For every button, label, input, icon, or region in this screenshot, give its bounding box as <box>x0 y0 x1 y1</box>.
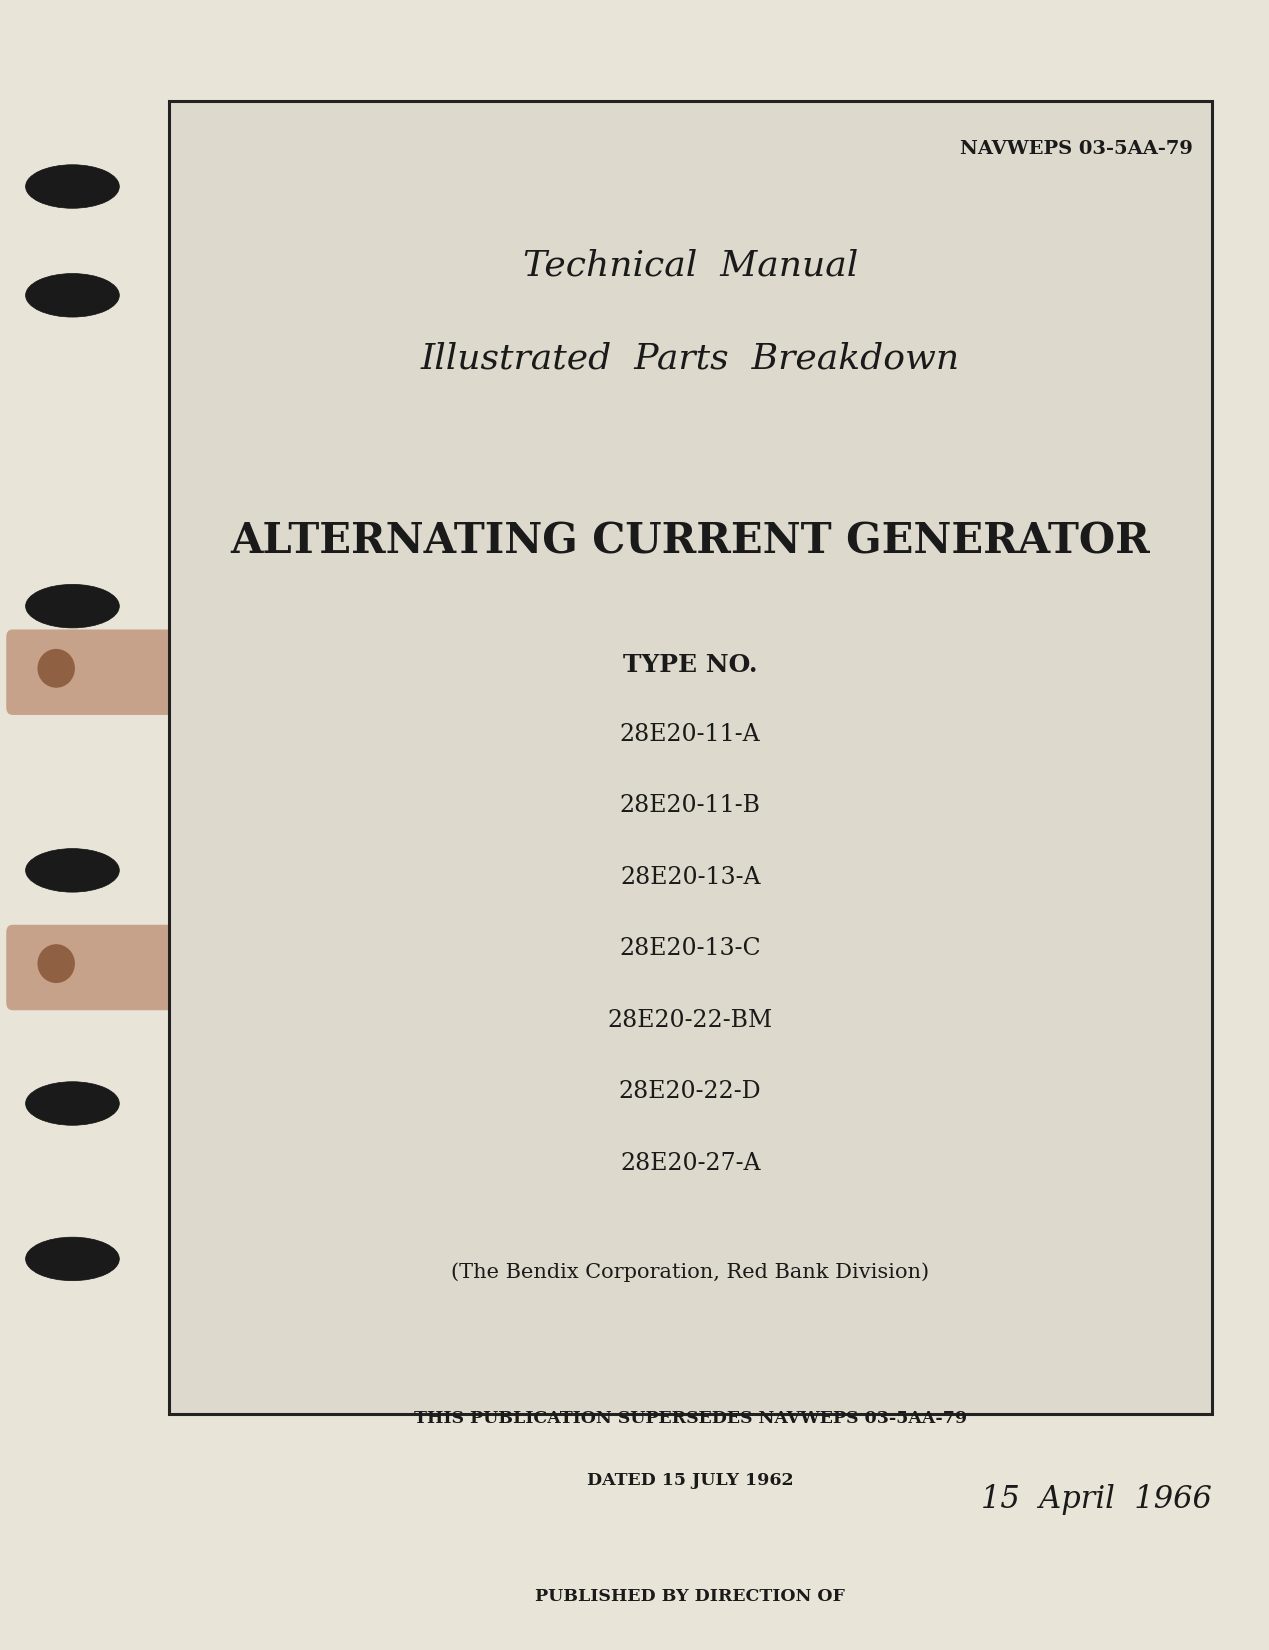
Ellipse shape <box>38 944 75 983</box>
Text: 28E20-27-A: 28E20-27-A <box>621 1152 760 1175</box>
Text: DATED 15 JULY 1962: DATED 15 JULY 1962 <box>588 1472 793 1488</box>
Text: 28E20-13-C: 28E20-13-C <box>619 937 761 960</box>
Text: 28E20-11-A: 28E20-11-A <box>619 723 760 746</box>
Text: 28E20-22-BM: 28E20-22-BM <box>608 1008 773 1031</box>
Text: 28E20-22-D: 28E20-22-D <box>619 1081 761 1104</box>
Text: TYPE NO.: TYPE NO. <box>623 653 758 676</box>
Text: Technical  Manual: Technical Manual <box>523 249 858 282</box>
Ellipse shape <box>25 1238 119 1280</box>
Ellipse shape <box>25 1082 119 1125</box>
Text: PUBLISHED BY DIRECTION OF: PUBLISHED BY DIRECTION OF <box>536 1589 845 1605</box>
Ellipse shape <box>25 165 119 208</box>
Text: 15  April  1966: 15 April 1966 <box>981 1485 1212 1515</box>
FancyBboxPatch shape <box>6 629 244 714</box>
Ellipse shape <box>38 648 75 688</box>
Bar <box>169 101 1212 1414</box>
Text: Illustrated  Parts  Breakdown: Illustrated Parts Breakdown <box>420 342 959 376</box>
Ellipse shape <box>25 584 119 629</box>
FancyBboxPatch shape <box>6 924 244 1010</box>
Ellipse shape <box>25 848 119 893</box>
Text: (The Bendix Corporation, Red Bank Division): (The Bendix Corporation, Red Bank Divisi… <box>452 1262 929 1282</box>
Text: 28E20-11-B: 28E20-11-B <box>619 794 760 817</box>
Text: 28E20-13-A: 28E20-13-A <box>621 866 760 889</box>
Text: NAVWEPS 03-5AA-79: NAVWEPS 03-5AA-79 <box>961 140 1193 158</box>
Ellipse shape <box>25 274 119 317</box>
Text: THIS PUBLICATION SUPERSEDES NAVWEPS 03-5AA-79: THIS PUBLICATION SUPERSEDES NAVWEPS 03-5… <box>414 1409 967 1427</box>
Text: ALTERNATING CURRENT GENERATOR: ALTERNATING CURRENT GENERATOR <box>231 521 1150 563</box>
